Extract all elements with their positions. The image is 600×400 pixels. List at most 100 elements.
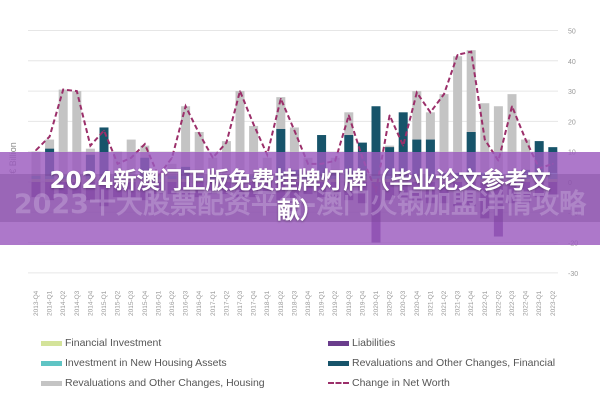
net-worth-point xyxy=(76,90,78,92)
x-tick-label: 2022-Q1 xyxy=(482,290,489,316)
x-tick-label: 2017-Q2 xyxy=(223,290,230,316)
net-worth-point xyxy=(293,129,296,132)
headline-text: 2024新澳门正版免费挂牌灯牌（毕业论文参考文献） xyxy=(49,168,551,224)
legend-label: Change in Net Worth xyxy=(352,377,450,389)
x-tick-label: 2021-Q3 xyxy=(455,290,462,316)
net-worth-point xyxy=(456,53,459,56)
x-tick-label: 2021-Q2 xyxy=(441,290,448,316)
x-tick-label: 2015-Q3 xyxy=(128,290,135,316)
x-tick-label: 2016-Q4 xyxy=(196,290,203,316)
x-tick-label: 2019-Q4 xyxy=(359,290,366,316)
net-worth-point xyxy=(103,129,105,132)
x-tick-label: 2019-Q3 xyxy=(346,290,353,316)
x-tick-label: 2014-Q3 xyxy=(74,290,81,316)
y-tick-label: 50 xyxy=(568,29,576,36)
legend-reval-housing: Revaluations and Other Changes, Housing xyxy=(41,377,265,389)
x-tick-label: 2016-Q2 xyxy=(169,290,176,316)
x-tick-label: 2018-Q2 xyxy=(278,290,285,316)
legend-swatch xyxy=(41,380,62,386)
x-tick-label: 2019-Q2 xyxy=(332,290,339,316)
legend-swatch xyxy=(328,340,349,346)
net-worth-point xyxy=(470,50,473,53)
net-worth-point xyxy=(35,149,37,151)
legend-label: Liabilities xyxy=(352,337,396,349)
net-worth-point xyxy=(388,114,391,117)
net-worth-point xyxy=(144,143,146,145)
x-tick-label: 2014-Q2 xyxy=(60,290,67,316)
bar-reval-housing xyxy=(72,91,82,182)
x-tick-label: 2015-Q4 xyxy=(142,290,149,316)
legend-dash xyxy=(328,382,349,384)
bar-reval-housing xyxy=(453,56,463,182)
net-worth-point xyxy=(484,138,486,141)
y-tick-label: 30 xyxy=(568,89,576,96)
net-worth-point xyxy=(402,144,405,147)
net-worth-point xyxy=(198,132,200,135)
x-tick-label: 2020-Q4 xyxy=(414,290,421,316)
x-tick-label: 2016-Q1 xyxy=(155,290,162,316)
y-tick-label: 40 xyxy=(568,59,576,66)
bar-reval-housing xyxy=(466,50,476,182)
x-tick-label: 2016-Q3 xyxy=(183,290,190,316)
bar-reval-housing xyxy=(439,94,449,182)
x-tick-label: 2023-Q1 xyxy=(536,290,543,316)
x-tick-label: 2018-Q4 xyxy=(305,290,312,316)
net-worth-point xyxy=(48,135,51,138)
legend-label: Financial Investment xyxy=(65,337,162,349)
net-worth-point xyxy=(239,90,241,92)
x-tick-label: 2022-Q2 xyxy=(495,290,502,316)
net-worth-point xyxy=(225,141,228,144)
legend-label: Investment in New Housing Assets xyxy=(65,357,227,369)
legend-swatch xyxy=(41,360,62,366)
net-worth-point xyxy=(252,123,255,126)
legend-financial-investment: Financial Investment xyxy=(41,337,161,349)
x-tick-label: 2019-Q1 xyxy=(319,290,326,316)
legend-housing-investment: Investment in New Housing Assets xyxy=(41,357,227,369)
x-tick-label: 2020-Q3 xyxy=(400,290,407,316)
x-tick-label: 2014-Q4 xyxy=(87,290,94,316)
x-tick-label: 2013-Q4 xyxy=(33,290,40,316)
legend-liabilities: Liabilities xyxy=(328,337,395,349)
bar-reval-housing xyxy=(480,103,490,182)
x-tick-label: 2020-Q2 xyxy=(387,290,394,316)
banner-band xyxy=(0,174,600,222)
bar-reval-housing xyxy=(507,94,517,182)
net-worth-point xyxy=(89,144,92,147)
x-tick-label: 2015-Q2 xyxy=(115,290,122,316)
bar-reval-financial xyxy=(371,106,381,182)
x-tick-label: 2017-Q3 xyxy=(237,290,244,316)
legend-label: Revaluations and Other Changes, Housing xyxy=(65,377,265,389)
net-worth-point xyxy=(416,91,418,94)
bar-reval-housing xyxy=(493,106,503,182)
net-worth-point xyxy=(429,111,432,114)
bar-reval-housing xyxy=(235,91,245,182)
net-worth-point xyxy=(184,105,187,108)
legend-reval-financial: Revaluations and Other Changes, Financia… xyxy=(328,357,555,369)
net-worth-point xyxy=(280,97,282,100)
x-tick-label: 2022-Q3 xyxy=(509,290,516,316)
x-tick-label: 2021-Q4 xyxy=(468,290,475,316)
bar-reval-housing xyxy=(181,106,191,182)
x-tick-label: 2023-Q2 xyxy=(550,290,557,316)
x-tick-label: 2015-Q1 xyxy=(101,290,108,316)
bar-reval-housing xyxy=(58,89,68,182)
net-worth-point xyxy=(348,114,350,117)
net-worth-point xyxy=(62,88,64,91)
net-worth-point xyxy=(524,138,527,141)
x-tick-label: 2021-Q1 xyxy=(427,290,434,316)
x-tick-label: 2018-Q1 xyxy=(264,290,271,316)
x-tick-label: 2017-Q1 xyxy=(210,290,217,316)
y-tick-label: -30 xyxy=(568,271,578,278)
x-tick-label: 2014-Q1 xyxy=(47,290,54,316)
bar-reval-financial xyxy=(398,112,408,182)
overlay-banner: 2023十大股票配资平台-澳门火锅加盟详情攻略 2024新澳门正版免费挂牌灯牌（… xyxy=(0,152,600,245)
net-worth-point xyxy=(443,93,445,95)
net-worth-point xyxy=(511,105,513,108)
legend-swatch xyxy=(328,360,349,366)
legend-label: Revaluations and Other Changes, Financia… xyxy=(352,357,556,369)
x-tick-label: 2018-Q3 xyxy=(291,290,298,316)
x-tick-label: 2020-Q1 xyxy=(373,290,380,316)
legend-swatch xyxy=(41,340,62,346)
bar-reval-housing xyxy=(412,91,422,182)
